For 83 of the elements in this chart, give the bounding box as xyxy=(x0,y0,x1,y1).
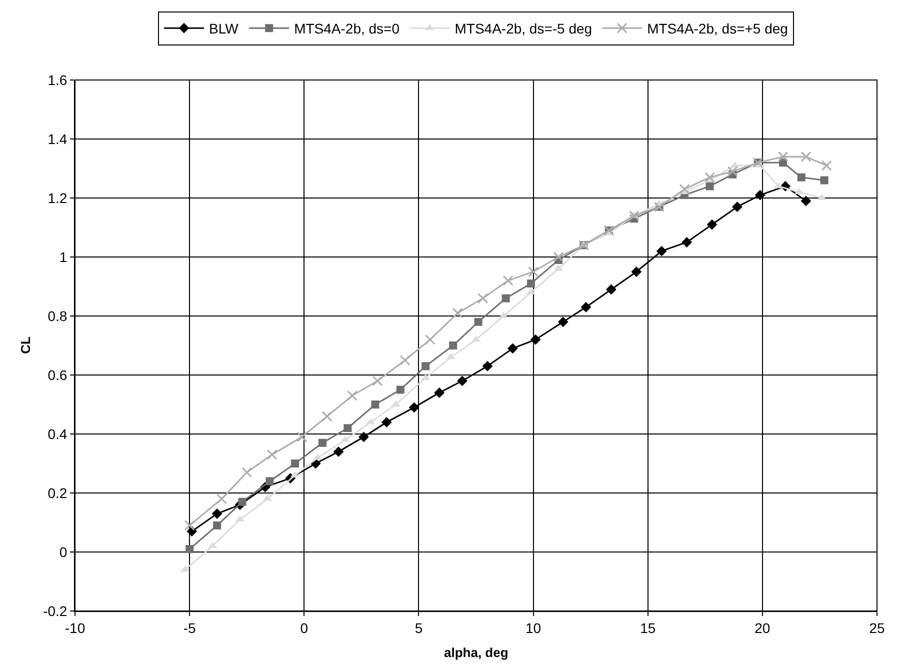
point xyxy=(704,172,715,183)
x-tick-label: 15 xyxy=(640,620,656,636)
point xyxy=(800,196,812,206)
point xyxy=(482,360,493,372)
point xyxy=(507,343,518,354)
point xyxy=(318,438,326,447)
y-tick-label: 1.4 xyxy=(48,130,68,147)
point xyxy=(213,521,222,530)
legend-label: BLW xyxy=(209,20,240,37)
legend-label: MTS4A-2b, ds=+5 deg xyxy=(647,20,788,37)
point xyxy=(478,293,488,304)
point xyxy=(679,184,690,194)
point xyxy=(266,477,274,486)
point xyxy=(238,498,246,506)
x-tick-label: 10 xyxy=(526,620,542,636)
y-axis-title: CL xyxy=(18,336,33,354)
point xyxy=(754,190,766,200)
y-tick-label: 0.2 xyxy=(48,484,68,501)
point xyxy=(344,424,352,432)
point xyxy=(821,160,832,171)
point xyxy=(400,355,410,366)
point xyxy=(212,508,222,519)
y-tick-label: 0 xyxy=(59,544,68,560)
point xyxy=(242,467,252,478)
point xyxy=(656,246,667,256)
point xyxy=(266,449,278,460)
legend-label: MTS4A-2b, ds=0 xyxy=(294,20,400,37)
point xyxy=(372,376,383,386)
point xyxy=(371,400,380,408)
x-tick-label: -10 xyxy=(64,620,86,636)
point xyxy=(408,402,420,413)
y-tick-label: 1 xyxy=(59,248,68,265)
y-tick-label: 0.4 xyxy=(48,426,68,442)
point xyxy=(474,318,482,326)
point xyxy=(381,417,392,428)
point xyxy=(631,266,642,277)
point xyxy=(553,252,564,262)
point xyxy=(396,386,404,394)
point xyxy=(606,284,616,295)
x-tick-label: 5 xyxy=(414,620,423,636)
point xyxy=(732,202,742,212)
point xyxy=(184,520,195,531)
y-tick-label: 1.2 xyxy=(48,190,68,206)
point xyxy=(682,237,692,248)
x-tick-label: 0 xyxy=(300,620,308,636)
point xyxy=(778,151,788,162)
x-tick-label: -5 xyxy=(183,620,196,636)
y-tick-label: 0.6 xyxy=(48,366,68,383)
point xyxy=(628,210,640,221)
point xyxy=(186,545,194,554)
point xyxy=(580,302,592,312)
point xyxy=(216,494,227,504)
y-tick-label: -0.2 xyxy=(43,602,68,619)
point xyxy=(422,362,430,370)
point xyxy=(727,166,738,177)
point xyxy=(530,334,541,345)
point xyxy=(528,266,539,277)
point xyxy=(333,446,344,457)
point xyxy=(526,280,535,288)
point xyxy=(797,173,806,182)
point xyxy=(800,151,812,162)
y-tick-label: 1.6 xyxy=(48,72,68,88)
point xyxy=(706,182,714,190)
point xyxy=(558,316,568,328)
point xyxy=(290,460,299,468)
x-tick-label: 25 xyxy=(869,620,885,636)
point xyxy=(502,294,510,302)
point xyxy=(358,432,369,442)
x-axis-title: alpha, deg xyxy=(444,645,508,660)
point xyxy=(424,334,436,345)
point xyxy=(296,432,308,442)
point xyxy=(322,411,332,422)
point xyxy=(457,376,468,386)
x-tick-label: 20 xyxy=(754,620,770,636)
point xyxy=(502,275,514,286)
point xyxy=(452,308,463,318)
point xyxy=(706,219,718,230)
point xyxy=(449,342,458,350)
y-tick-label: 0.8 xyxy=(48,308,68,324)
point xyxy=(820,176,828,184)
point xyxy=(434,388,445,398)
legend-label: MTS4A-2b, ds=-5 deg xyxy=(454,20,592,37)
point xyxy=(347,390,358,401)
